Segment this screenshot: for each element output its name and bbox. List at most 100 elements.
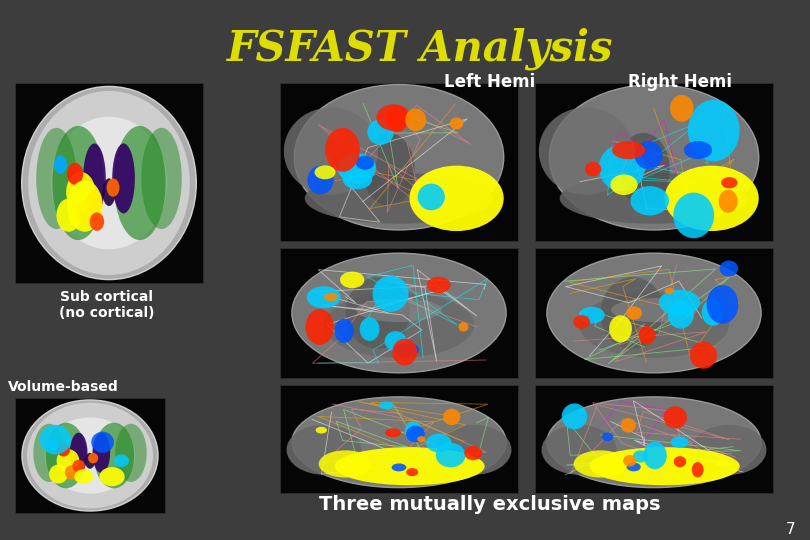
Ellipse shape <box>324 292 474 358</box>
Ellipse shape <box>385 428 401 437</box>
Ellipse shape <box>100 467 125 486</box>
Ellipse shape <box>673 193 714 238</box>
Text: Three mutually exclusive maps: Three mutually exclusive maps <box>319 495 661 514</box>
Ellipse shape <box>94 423 134 488</box>
Ellipse shape <box>573 450 627 477</box>
Ellipse shape <box>75 469 93 484</box>
Ellipse shape <box>626 306 642 320</box>
Ellipse shape <box>294 85 504 230</box>
Ellipse shape <box>701 299 724 326</box>
Ellipse shape <box>46 423 86 488</box>
Ellipse shape <box>667 301 694 329</box>
Ellipse shape <box>103 178 116 206</box>
Ellipse shape <box>367 119 394 145</box>
Ellipse shape <box>410 166 504 231</box>
Ellipse shape <box>57 199 81 232</box>
Ellipse shape <box>692 425 766 475</box>
Ellipse shape <box>307 166 334 194</box>
Bar <box>535 248 773 378</box>
Ellipse shape <box>611 174 637 195</box>
Ellipse shape <box>684 141 712 159</box>
Ellipse shape <box>719 260 738 276</box>
Ellipse shape <box>305 173 493 224</box>
Ellipse shape <box>612 298 697 322</box>
Ellipse shape <box>417 436 425 442</box>
Ellipse shape <box>92 433 110 473</box>
Ellipse shape <box>316 427 327 434</box>
Text: Right Hemi: Right Hemi <box>628 73 732 91</box>
Ellipse shape <box>436 443 466 468</box>
Ellipse shape <box>627 463 641 471</box>
Ellipse shape <box>418 184 445 210</box>
Ellipse shape <box>394 343 420 357</box>
Ellipse shape <box>706 285 738 324</box>
Ellipse shape <box>324 293 338 301</box>
Ellipse shape <box>92 431 114 453</box>
Ellipse shape <box>549 85 759 230</box>
Ellipse shape <box>356 156 374 170</box>
Ellipse shape <box>356 298 441 322</box>
Ellipse shape <box>547 253 761 373</box>
Ellipse shape <box>90 212 104 231</box>
Ellipse shape <box>562 403 587 429</box>
Text: FSFAST Analysis: FSFAST Analysis <box>227 28 613 71</box>
Ellipse shape <box>379 401 394 409</box>
Ellipse shape <box>690 342 717 369</box>
Ellipse shape <box>579 292 729 358</box>
Ellipse shape <box>58 444 70 456</box>
Ellipse shape <box>458 322 468 332</box>
Ellipse shape <box>426 434 452 453</box>
Ellipse shape <box>54 156 67 174</box>
Ellipse shape <box>66 172 96 212</box>
Ellipse shape <box>70 433 87 473</box>
Bar <box>535 385 773 493</box>
Ellipse shape <box>338 153 377 183</box>
Ellipse shape <box>391 463 407 471</box>
Ellipse shape <box>718 190 738 213</box>
Ellipse shape <box>53 126 104 240</box>
Ellipse shape <box>314 165 335 179</box>
Ellipse shape <box>560 173 748 224</box>
Ellipse shape <box>443 409 460 425</box>
Ellipse shape <box>406 426 424 442</box>
Ellipse shape <box>377 104 411 131</box>
Bar <box>15 398 165 513</box>
Ellipse shape <box>386 106 408 132</box>
Ellipse shape <box>45 417 135 494</box>
Ellipse shape <box>539 107 633 195</box>
Ellipse shape <box>573 315 590 329</box>
Bar <box>280 248 518 378</box>
Ellipse shape <box>335 447 484 485</box>
Ellipse shape <box>633 450 648 463</box>
Ellipse shape <box>28 91 190 275</box>
Ellipse shape <box>547 397 761 488</box>
Ellipse shape <box>405 421 421 441</box>
Ellipse shape <box>22 86 196 280</box>
Ellipse shape <box>88 453 98 463</box>
Ellipse shape <box>340 272 364 288</box>
Bar <box>15 83 203 283</box>
Ellipse shape <box>83 144 106 213</box>
Ellipse shape <box>717 460 729 466</box>
Text: 7: 7 <box>786 522 795 537</box>
Ellipse shape <box>114 126 165 240</box>
Ellipse shape <box>67 180 103 232</box>
Ellipse shape <box>602 433 613 441</box>
Ellipse shape <box>33 424 65 482</box>
Ellipse shape <box>692 462 704 477</box>
Ellipse shape <box>620 418 636 433</box>
Ellipse shape <box>335 319 354 343</box>
Ellipse shape <box>600 277 665 349</box>
Ellipse shape <box>141 128 181 229</box>
Ellipse shape <box>721 177 738 188</box>
Ellipse shape <box>360 318 380 341</box>
Ellipse shape <box>630 186 669 215</box>
Ellipse shape <box>345 277 410 349</box>
Ellipse shape <box>392 339 417 366</box>
Ellipse shape <box>638 326 655 345</box>
Ellipse shape <box>663 406 687 429</box>
Ellipse shape <box>113 144 135 213</box>
Ellipse shape <box>664 288 674 294</box>
Bar <box>535 83 773 241</box>
Text: Volume-based: Volume-based <box>8 380 119 394</box>
